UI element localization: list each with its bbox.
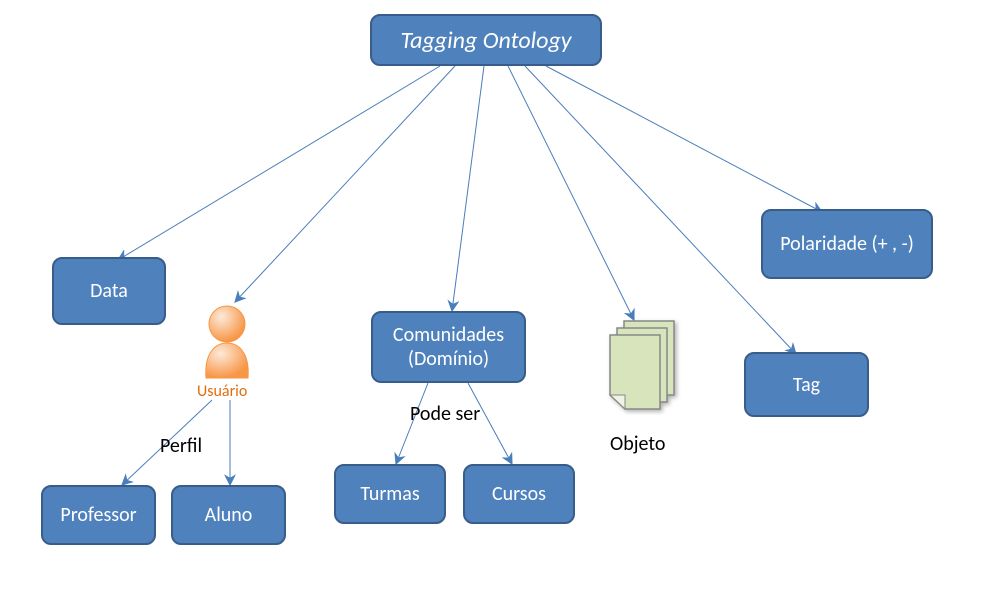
node-polaridade-label: Polaridade (+ , -): [780, 232, 914, 256]
node-cursos: Cursos: [463, 464, 575, 524]
node-professor-label: Professor: [60, 503, 136, 527]
documents-icon-svg: [604, 317, 684, 415]
node-data: Data: [52, 257, 166, 325]
node-cursos-label: Cursos: [492, 482, 546, 506]
node-aluno-label: Aluno: [205, 503, 253, 527]
node-comunidades-label: Comunidades(Domínio): [393, 323, 504, 371]
node-root-label: Tagging Ontology: [400, 26, 571, 55]
label-podeser: Pode ser: [410, 402, 480, 426]
user-icon-svg: [196, 300, 258, 380]
node-root: Tagging Ontology: [370, 14, 602, 66]
node-tag-label: Tag: [793, 373, 820, 397]
node-data-label: Data: [90, 279, 128, 303]
node-turmas-label: Turmas: [360, 482, 419, 506]
label-objeto: Objeto: [610, 432, 665, 456]
node-aluno: Aluno: [171, 485, 286, 545]
label-usuario: Usuário: [197, 382, 247, 401]
label-objeto-text: Objeto: [610, 432, 665, 456]
label-perfil: Perfil: [160, 434, 202, 458]
label-usuario-text: Usuário: [197, 382, 247, 401]
node-professor: Professor: [41, 485, 156, 545]
label-podeser-text: Pode ser: [410, 402, 480, 426]
user-icon: [196, 300, 258, 385]
node-comunidades: Comunidades(Domínio): [371, 311, 526, 383]
node-polaridade: Polaridade (+ , -): [761, 209, 933, 279]
documents-icon: [604, 317, 684, 420]
node-turmas: Turmas: [334, 464, 446, 524]
label-perfil-text: Perfil: [160, 434, 202, 458]
node-tag: Tag: [744, 352, 869, 417]
